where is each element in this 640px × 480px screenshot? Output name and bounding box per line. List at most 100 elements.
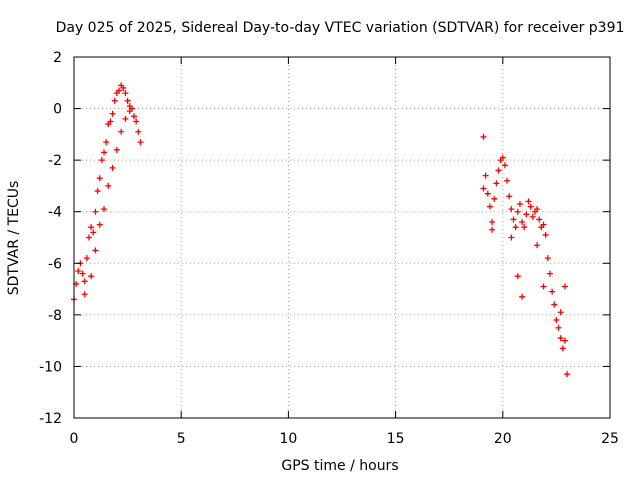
data-point (493, 180, 500, 187)
data-point (561, 337, 568, 344)
y-tick-label: -6 (48, 256, 62, 272)
data-point (133, 118, 140, 125)
x-tick-label: 5 (177, 431, 186, 447)
data-point (501, 162, 508, 169)
y-tick-label: -4 (48, 205, 62, 221)
data-point (96, 221, 103, 228)
y-tick-label: -2 (48, 153, 62, 169)
data-point (491, 195, 498, 202)
data-point (542, 231, 549, 238)
data-point (105, 182, 112, 189)
data-point (499, 154, 506, 161)
data-point (514, 208, 521, 215)
data-point (546, 270, 553, 277)
data-point (559, 345, 566, 352)
data-point (90, 229, 97, 236)
data-point (555, 324, 562, 331)
data-point (480, 185, 487, 192)
data-point (489, 226, 496, 233)
data-point (561, 283, 568, 290)
data-point (486, 203, 493, 210)
grid-lines (74, 57, 610, 418)
y-tick-label: -10 (39, 359, 62, 375)
x-tick-label: 25 (601, 431, 619, 447)
tick-labels: 0 5 10 15 20 25 -12 -10 -8 -6 -4 -2 0 2 (39, 50, 619, 447)
data-point (484, 190, 491, 197)
data-point (525, 198, 532, 205)
data-point (519, 293, 526, 300)
data-point (120, 84, 127, 91)
data-point (113, 146, 120, 153)
data-point (512, 224, 519, 231)
data-point (122, 90, 129, 97)
data-point (88, 273, 95, 280)
data-point (88, 224, 95, 231)
data-point (83, 255, 90, 262)
data-point (107, 118, 114, 125)
data-point (553, 317, 560, 324)
data-point (504, 177, 511, 184)
x-tick-label: 0 (70, 431, 79, 447)
data-point (101, 206, 108, 213)
data-point (124, 97, 131, 104)
data-point (81, 278, 88, 285)
data-point (510, 216, 517, 223)
data-point (116, 87, 123, 94)
data-point (480, 133, 487, 140)
data-point (557, 309, 564, 316)
chart-title: Day 025 of 2025, Sidereal Day-to-day VTE… (56, 20, 625, 36)
data-point (81, 291, 88, 298)
data-point (111, 97, 118, 104)
data-point (489, 219, 496, 226)
data-point (79, 270, 86, 277)
data-point (98, 157, 105, 164)
data-point (92, 247, 99, 254)
data-point (506, 193, 513, 200)
data-point (516, 200, 523, 207)
data-point (534, 206, 541, 213)
data-point (92, 208, 99, 215)
data-point (564, 371, 571, 378)
x-axis-label: GPS time / hours (281, 458, 398, 474)
y-tick-label: -8 (48, 308, 62, 324)
data-point (551, 301, 558, 308)
y-axis-label: SDTVAR / TECUs (6, 181, 22, 296)
data-point (514, 273, 521, 280)
data-point (122, 115, 129, 122)
data-point (86, 234, 93, 241)
data-point (137, 139, 144, 146)
data-point (527, 203, 534, 210)
data-point (534, 242, 541, 249)
y-tick-label: -12 (39, 411, 62, 427)
plot-frame (73, 56, 611, 419)
data-point (540, 283, 547, 290)
data-point (549, 288, 556, 295)
data-point (536, 216, 543, 223)
data-point (109, 110, 116, 117)
data-point (103, 139, 110, 146)
data-series (71, 82, 571, 378)
data-point (508, 206, 515, 213)
data-point (544, 255, 551, 262)
data-point (482, 172, 489, 179)
data-point (508, 234, 515, 241)
data-point (135, 128, 142, 135)
y-tick-label: 0 (53, 102, 62, 118)
data-point (519, 219, 526, 226)
data-point (96, 175, 103, 182)
data-point (521, 224, 528, 231)
x-tick-label: 20 (494, 431, 512, 447)
data-point (75, 268, 82, 275)
axis-ticks (73, 56, 611, 419)
data-point (523, 211, 530, 218)
y-tick-label: 2 (53, 50, 62, 66)
data-point (101, 149, 108, 156)
data-point (109, 164, 116, 171)
x-tick-label: 15 (387, 431, 405, 447)
x-tick-label: 10 (279, 431, 297, 447)
data-point (529, 213, 536, 220)
data-point (131, 113, 138, 120)
data-point (126, 108, 133, 115)
data-point (495, 167, 502, 174)
